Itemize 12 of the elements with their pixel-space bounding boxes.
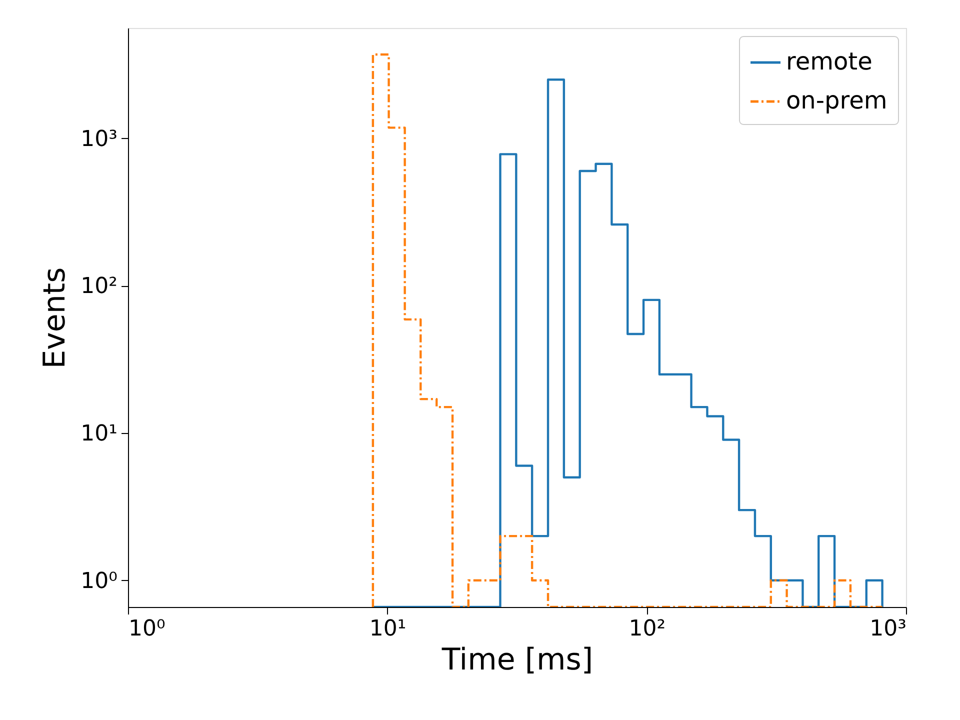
legend-label: remote	[786, 48, 872, 76]
x-tick-label: 10³	[870, 616, 906, 642]
y-axis-title: Events	[38, 267, 73, 369]
x-tick-label: 10²	[628, 616, 666, 642]
y-tick-label: 10²	[80, 274, 118, 300]
y-tick-label: 10³	[80, 126, 118, 152]
y-tick-label: 10¹	[80, 422, 118, 447]
x-axis-title: Time [ms]	[440, 642, 594, 678]
x-tick-label: 10¹	[369, 616, 406, 642]
legend-label: on-prem	[786, 86, 888, 114]
x-tick-label: 10⁰	[128, 616, 166, 642]
y-tick-label: 10⁰	[80, 568, 118, 594]
